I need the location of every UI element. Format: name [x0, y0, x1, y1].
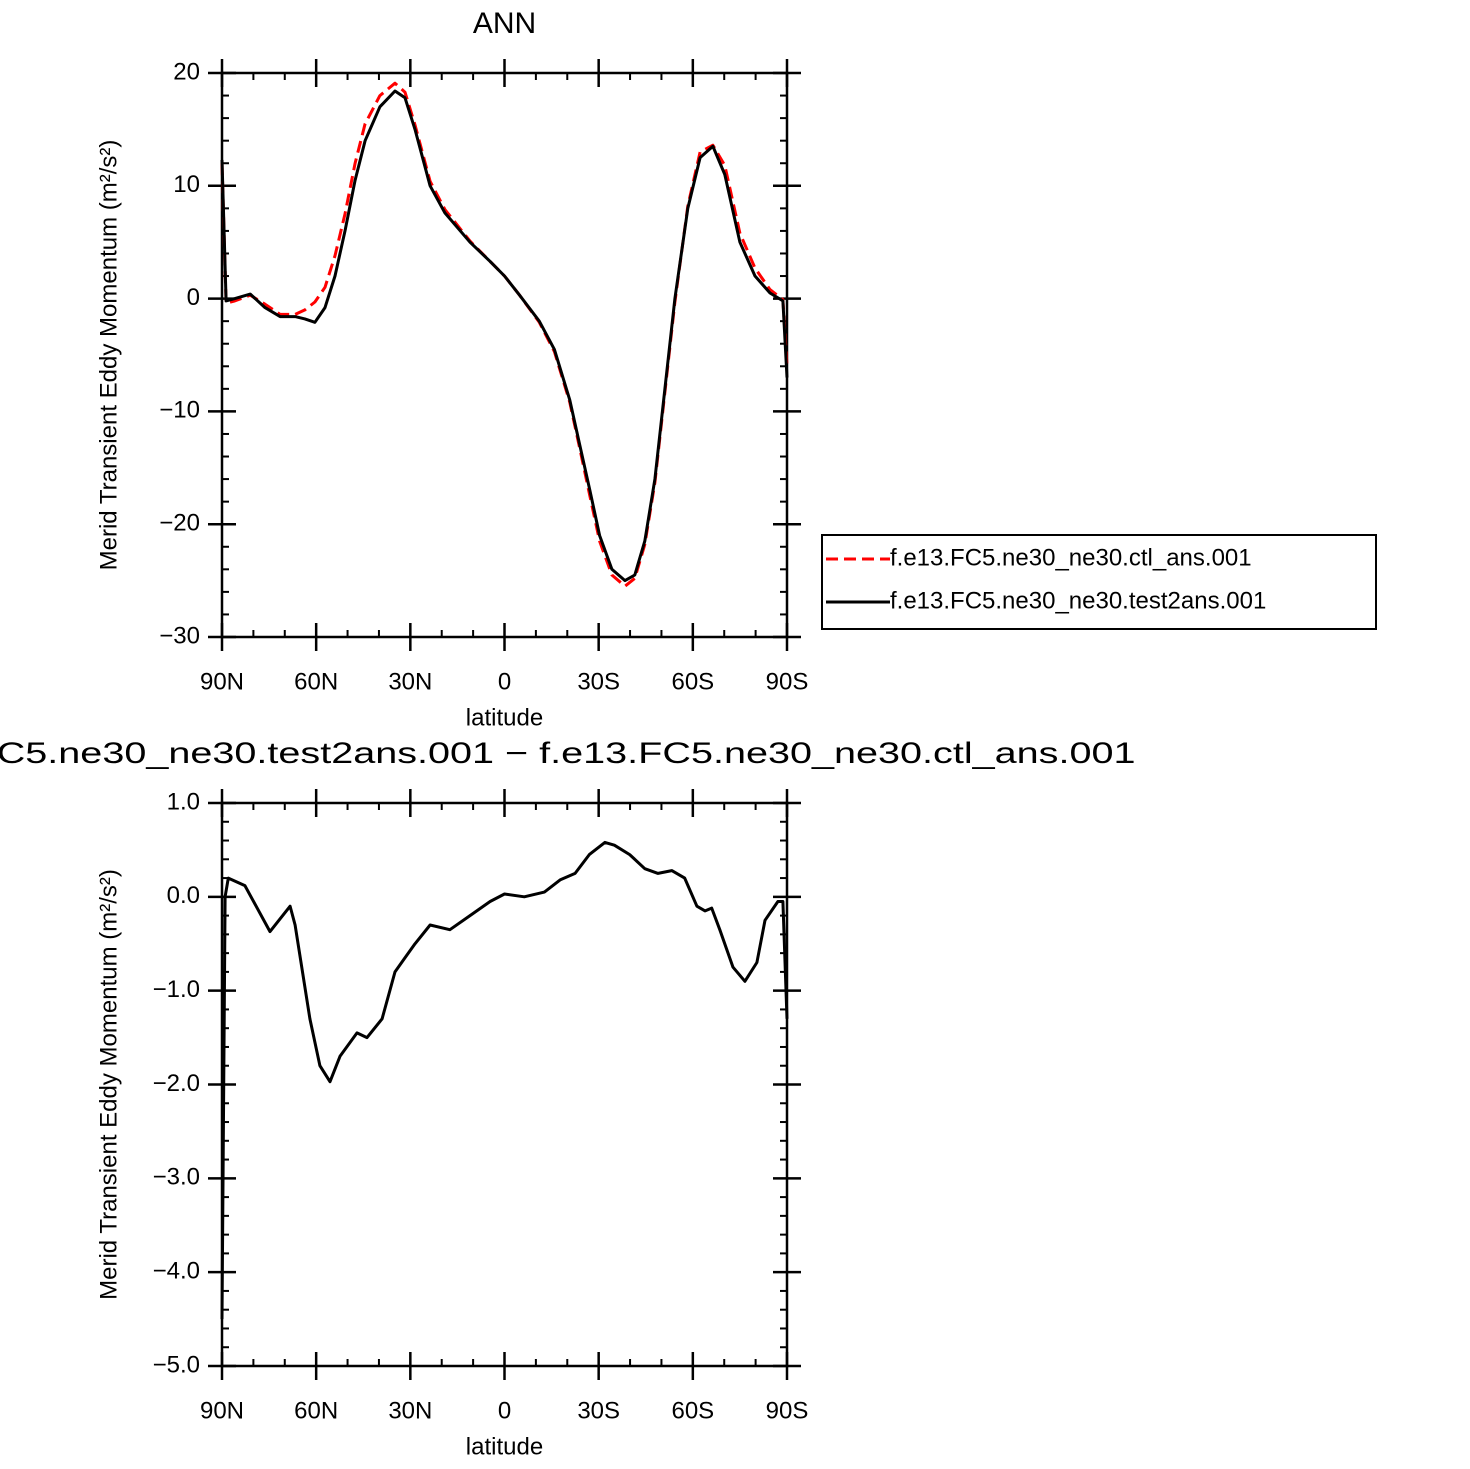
y-tick-label: −3.0 [153, 1164, 200, 1191]
x-axis-label: latitude [466, 1433, 543, 1460]
x-tick-label: 0 [498, 1397, 511, 1424]
legend-box [821, 534, 1377, 630]
x-tick-label: 90N [200, 1397, 244, 1424]
y-tick-label: −2.0 [153, 1070, 200, 1097]
y-tick-label: 20 [173, 58, 200, 85]
y-axis-label: Merid Transient Eddy Momentum (m²/s²) [95, 140, 122, 571]
x-tick-label: 60N [294, 1397, 338, 1424]
y-tick-label: −20 [159, 510, 200, 537]
plot-frame [220, 801, 789, 1368]
chart-title: f.e13.FC5.ne30_ne30.test2ans.001 − f.e13… [0, 737, 1136, 770]
x-tick-label: 0 [498, 668, 511, 695]
x-tick-label: 30N [388, 1397, 432, 1424]
y-tick-label: −10 [159, 397, 200, 424]
y-tick-label: 0.0 [167, 882, 200, 909]
y-tick-label: 1.0 [167, 788, 200, 815]
y-tick-label: 0 [187, 284, 200, 311]
x-tick-label: 30S [577, 668, 620, 695]
y-tick-label: −5.0 [153, 1351, 200, 1378]
y-tick-label: 10 [173, 171, 200, 198]
x-tick-label: 60S [671, 668, 714, 695]
data-line [220, 89, 789, 583]
x-tick-label: 30S [577, 1397, 620, 1424]
x-axis-label: latitude [466, 704, 543, 731]
legend-label: f.e13.FC5.ne30_ne30.ctl_ans.001 [890, 544, 1252, 571]
x-tick-label: 90S [766, 1397, 809, 1424]
y-tick-label: −4.0 [153, 1258, 200, 1285]
chart-title: ANN [473, 7, 536, 40]
legend-label: f.e13.FC5.ne30_ne30.test2ans.001 [890, 587, 1266, 614]
x-tick-label: 60N [294, 668, 338, 695]
x-tick-label: 90S [766, 668, 809, 695]
data-line [220, 840, 789, 1320]
y-tick-label: −30 [159, 622, 200, 649]
y-tick-label: −1.0 [153, 976, 200, 1003]
x-tick-label: 90N [200, 668, 244, 695]
x-tick-label: 30N [388, 668, 432, 695]
y-axis-label: Merid Transient Eddy Momentum (m²/s²) [95, 869, 122, 1300]
data-line [220, 81, 789, 588]
x-tick-label: 60S [671, 1397, 714, 1424]
